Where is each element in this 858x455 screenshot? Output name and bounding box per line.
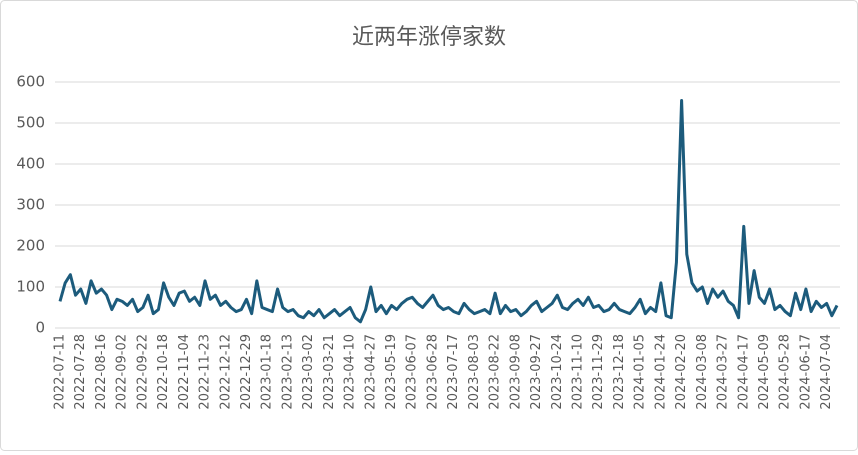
x-tick-label: 2023-05-19 — [384, 334, 399, 410]
x-tick-label: 2023-09-27 — [529, 334, 544, 410]
x-tick-label: 2023-01-18 — [260, 334, 275, 410]
x-tick-label: 2022-11-23 — [198, 334, 213, 410]
x-tick-label: 2024-03-27 — [716, 334, 731, 410]
x-tick-label: 2022-09-22 — [135, 334, 150, 410]
x-tick-label: 2022-11-04 — [177, 334, 192, 410]
x-tick-label: 2023-03-21 — [322, 334, 337, 410]
x-tick-label: 2023-08-03 — [467, 334, 482, 410]
x-tick-label: 2024-05-28 — [778, 334, 793, 410]
x-tick-label: 2024-04-17 — [736, 334, 751, 410]
y-tick-label: 400 — [16, 155, 45, 173]
x-tick-label: 2023-08-22 — [488, 334, 503, 410]
x-tick-label: 2022-08-16 — [94, 334, 109, 410]
x-tick-label: 2023-11-29 — [591, 334, 606, 410]
x-tick-label: 2024-01-05 — [633, 334, 648, 410]
x-tick-label: 2023-07-17 — [446, 334, 461, 410]
x-tick-label: 2022-09-02 — [115, 334, 130, 410]
x-tick-label: 2023-11-10 — [571, 334, 586, 410]
x-tick-label: 2022-12-29 — [239, 334, 254, 410]
chart-title: 近两年涨停家数 — [352, 25, 506, 50]
x-tick-label: 2023-09-08 — [508, 334, 523, 410]
x-tick-label: 2024-07-04 — [819, 334, 834, 410]
y-tick-label: 100 — [16, 278, 45, 296]
x-tick-label: 2024-01-24 — [653, 334, 668, 410]
x-tick-label: 2023-04-10 — [343, 334, 358, 410]
x-tick-label: 2024-05-09 — [757, 334, 772, 410]
y-tick-label: 500 — [16, 114, 45, 132]
y-tick-label: 200 — [16, 237, 45, 255]
x-tick-label: 2023-06-07 — [405, 334, 420, 410]
x-tick-label: 2023-04-27 — [363, 334, 378, 410]
x-tick-label: 2024-06-17 — [798, 334, 813, 410]
x-tick-label: 2022-12-12 — [218, 334, 233, 410]
x-tick-label: 2024-02-20 — [674, 334, 689, 410]
x-tick-label: 2023-10-24 — [550, 334, 565, 410]
x-tick-label: 2022-07-28 — [73, 334, 88, 410]
x-tick-label: 2023-03-02 — [301, 334, 316, 410]
x-tick-label: 2022-10-18 — [156, 334, 171, 410]
x-tick-label: 2023-12-18 — [612, 334, 627, 410]
y-tick-label: 600 — [16, 73, 45, 91]
y-tick-label: 0 — [35, 319, 45, 337]
x-tick-label: 2022-07-11 — [53, 334, 68, 410]
x-tick-label: 2023-02-13 — [280, 334, 295, 410]
data-line — [58, 98, 839, 324]
y-tick-label: 300 — [16, 196, 45, 214]
x-tick-label: 2024-03-08 — [695, 334, 710, 410]
x-tick-label: 2023-06-28 — [425, 334, 440, 410]
